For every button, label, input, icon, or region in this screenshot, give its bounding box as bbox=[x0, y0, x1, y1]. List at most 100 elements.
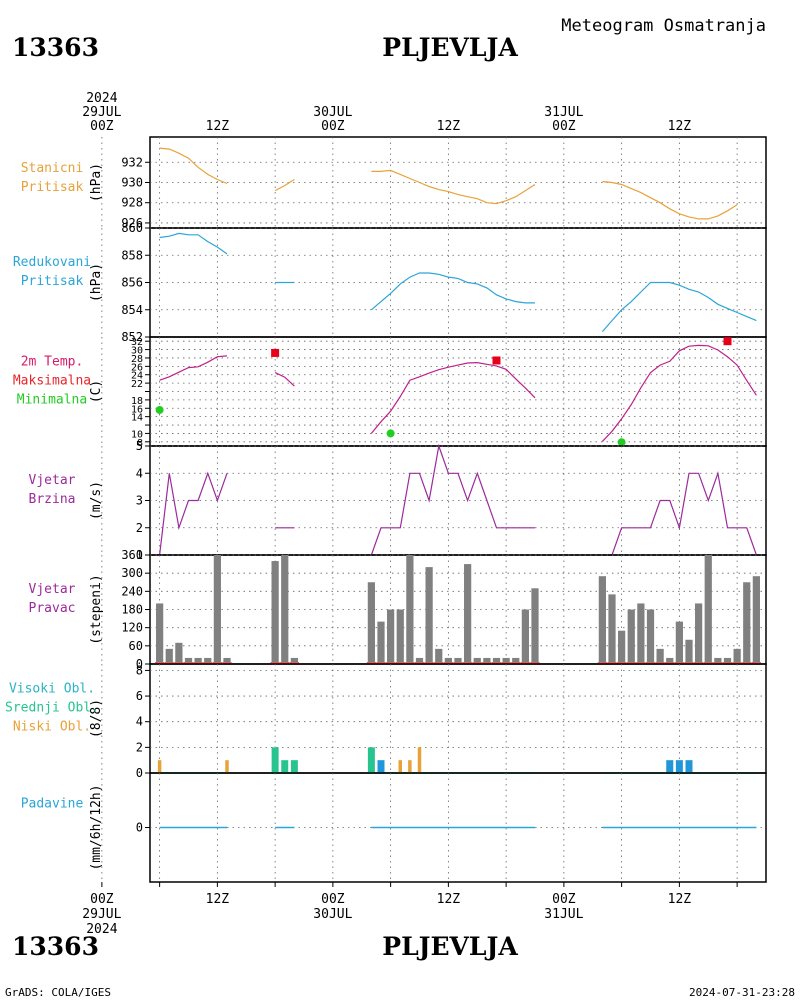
y-tick-label: 860 bbox=[121, 221, 143, 235]
meteogram-title: Meteogram Osmatranja bbox=[561, 16, 766, 36]
wind-direction-bar bbox=[194, 657, 202, 664]
time-label-bottom: 29JUL bbox=[82, 907, 121, 922]
series-line-temperature bbox=[274, 372, 295, 387]
y-tick-label: 300 bbox=[121, 566, 143, 580]
wind-direction-bar bbox=[415, 657, 424, 664]
panel-label: Vjetar bbox=[29, 582, 76, 597]
y-tick-label: 8 bbox=[136, 663, 143, 677]
wind-direction-bar bbox=[598, 576, 606, 664]
y-tick-label: 852 bbox=[121, 330, 143, 344]
wind-direction-bar bbox=[175, 642, 183, 664]
time-label-top: 12Z bbox=[437, 119, 461, 134]
y-axis-label: (C) bbox=[89, 380, 104, 403]
y-tick-label: 30 bbox=[131, 346, 143, 357]
wind-direction-bar bbox=[396, 609, 404, 664]
time-label-top: 29JUL bbox=[82, 105, 121, 120]
y-tick-label: 60 bbox=[129, 639, 143, 653]
wind-direction-bar bbox=[473, 657, 481, 664]
panel-label: Pritisak bbox=[21, 274, 84, 289]
cloud-bar bbox=[377, 760, 385, 773]
wind-direction-bar bbox=[184, 657, 193, 664]
time-label-top: 2024 bbox=[86, 91, 117, 106]
y-tick-label: 24 bbox=[131, 371, 143, 382]
y-tick-label: 928 bbox=[121, 196, 143, 210]
panel-label: Visoki Obl. bbox=[9, 682, 95, 697]
y-tick-label: 858 bbox=[121, 248, 143, 262]
wind-direction-bar bbox=[743, 582, 751, 664]
wind-direction-bar bbox=[464, 564, 472, 664]
y-tick-label: 856 bbox=[121, 276, 143, 290]
series-line-temperature bbox=[601, 344, 757, 442]
wind-direction-bar bbox=[156, 603, 164, 664]
min-temp-marker bbox=[386, 429, 395, 438]
y-tick-label: 0 bbox=[136, 821, 143, 835]
station-name-bottom: PLJEVLJA bbox=[382, 932, 518, 961]
y-axis-label: (hPa) bbox=[89, 263, 104, 302]
max-temp-marker bbox=[492, 356, 501, 365]
panel-label: Niski Obl. bbox=[13, 720, 91, 735]
wind-direction-bar bbox=[454, 657, 462, 664]
wind-direction-bar bbox=[714, 657, 722, 664]
y-tick-label: 2 bbox=[136, 740, 143, 754]
timestamp: 2024-07-31-23:28 bbox=[689, 986, 795, 999]
max-temp-marker bbox=[723, 337, 732, 346]
panel-label: 2m Temp. bbox=[21, 355, 84, 370]
wind-direction-bar bbox=[406, 555, 414, 664]
time-label-top: 12Z bbox=[668, 119, 692, 134]
cloud-bar bbox=[367, 747, 375, 773]
panel-reduced_pressure: 852 854 856 858 860 (hPa)Redukovani Pritisak bbox=[13, 221, 767, 344]
wind-direction-bar bbox=[656, 648, 664, 664]
time-label-bottom: 00Z bbox=[321, 892, 345, 907]
series-line-station_pressure bbox=[602, 180, 738, 220]
time-label-bottom: 12Z bbox=[668, 892, 692, 907]
min-temp-marker bbox=[617, 438, 626, 447]
series-line-station_pressure bbox=[371, 169, 536, 205]
y-axis-label: (stepeni) bbox=[89, 574, 104, 644]
wind-direction-bar bbox=[695, 603, 703, 664]
cloud-bar bbox=[666, 760, 674, 773]
wind-direction-bar bbox=[281, 555, 289, 664]
time-label-top: 12Z bbox=[206, 119, 230, 134]
series-line-reduced_pressure bbox=[159, 232, 228, 255]
wind-direction-bar bbox=[608, 594, 616, 664]
y-tick-label: 22 bbox=[131, 379, 143, 390]
y-tick-label: 932 bbox=[121, 155, 143, 169]
panel-label: Redukovani bbox=[13, 255, 91, 270]
y-tick-label: 240 bbox=[121, 584, 143, 598]
time-label-bottom: 31JUL bbox=[544, 907, 583, 922]
wind-direction-bar bbox=[521, 609, 529, 664]
wind-direction-bar bbox=[685, 639, 693, 664]
station-name-top: PLJEVLJA bbox=[382, 33, 518, 62]
y-axis-label: (m/s) bbox=[89, 481, 104, 520]
y-tick-label: 4 bbox=[136, 466, 143, 480]
series-line-temperature bbox=[159, 355, 228, 381]
time-label-bottom: 00Z bbox=[90, 892, 114, 907]
wind-direction-bar bbox=[618, 630, 626, 664]
y-tick-label: 180 bbox=[121, 603, 143, 617]
series-line-reduced_pressure bbox=[601, 281, 757, 332]
wind-direction-bar bbox=[290, 657, 298, 664]
wind-direction-bar bbox=[165, 648, 173, 664]
y-tick-label: 1 bbox=[136, 548, 143, 562]
panel-label: Vjetar bbox=[29, 473, 76, 488]
y-tick-label: 16 bbox=[131, 404, 143, 415]
panel-clouds: 0 2 4 6 8 (8/8) Visoki Obl. Srednji Obl. Niski O… bbox=[5, 663, 767, 780]
wind-direction-bar bbox=[627, 609, 635, 664]
time-label-bottom: 00Z bbox=[552, 892, 576, 907]
y-tick-label: 2 bbox=[136, 521, 143, 535]
y-tick-label: 5 bbox=[136, 439, 143, 453]
y-tick-label: 0 bbox=[136, 657, 143, 671]
wind-direction-bar bbox=[733, 648, 741, 664]
cloud-bar bbox=[417, 747, 422, 773]
panel-label: Maksimalna bbox=[13, 374, 91, 389]
series-line-station_pressure bbox=[274, 178, 295, 192]
wind-direction-bar bbox=[213, 555, 221, 664]
series-line-wind_speed bbox=[159, 471, 228, 556]
series-line-wind_speed bbox=[370, 443, 535, 556]
y-tick-label: 14 bbox=[131, 413, 143, 424]
wind-direction-bar bbox=[271, 561, 279, 664]
wind-direction-bar bbox=[502, 657, 510, 664]
cloud-bar bbox=[271, 747, 279, 773]
